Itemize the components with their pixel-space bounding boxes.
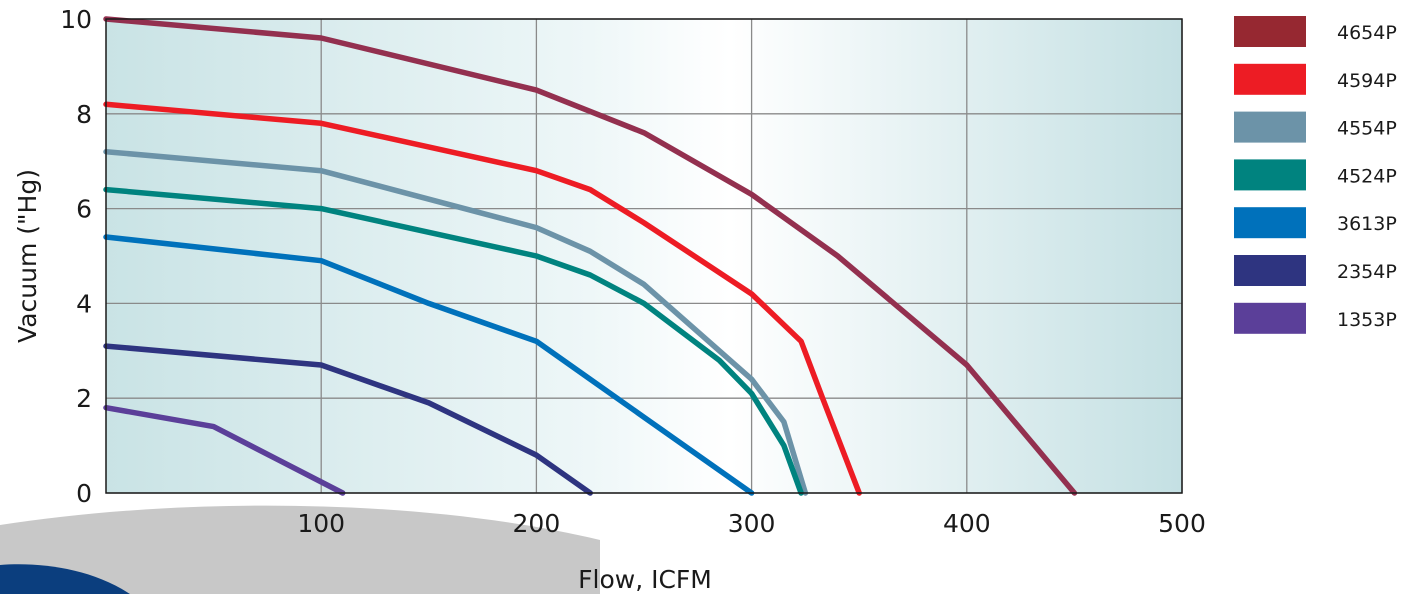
- legend-swatch-4524P: [1234, 159, 1306, 191]
- y-tick-label: 2: [76, 384, 92, 413]
- series-line-4554P: [103, 148, 809, 496]
- y-tick-label: 10: [60, 5, 92, 34]
- series-lines: [103, 16, 1078, 496]
- y-tick-label: 8: [76, 100, 92, 129]
- series-line-4524P: [103, 186, 804, 496]
- y-axis-ticks: 0 2 4 6 8 10: [60, 5, 92, 508]
- x-tick-label: 400: [943, 509, 991, 538]
- y-tick-label: 4: [76, 289, 92, 318]
- x-tick-label: 100: [297, 509, 345, 538]
- x-tick-label: 200: [513, 509, 561, 538]
- x-tick-label: 300: [728, 509, 776, 538]
- decorative-swoosh: [0, 505, 600, 594]
- legend-swatch-2354P: [1234, 255, 1306, 286]
- legend-swatch-4554P: [1234, 111, 1306, 143]
- legend-swatch-4594P: [1234, 63, 1306, 95]
- legend-label-3613P: 3613P: [1337, 213, 1397, 235]
- legend: 4654P 4594P 4554P 4524P 3613P 2354P 1353P: [1234, 16, 1397, 334]
- legend-label-4524P: 4524P: [1337, 165, 1397, 187]
- legend-label-4594P: 4594P: [1337, 70, 1397, 92]
- series-line-1353P: [103, 404, 346, 496]
- plot-frame: [105, 18, 1183, 494]
- y-tick-label: 0: [76, 479, 92, 508]
- legend-swatch-4654P: [1234, 16, 1306, 47]
- x-axis-ticks: 100 200 300 400 500: [297, 509, 1206, 538]
- series-line-4654P: [103, 16, 1078, 496]
- legend-label-2354P: 2354P: [1337, 261, 1397, 283]
- legend-swatch-1353P: [1234, 302, 1306, 334]
- series-line-4594P: [103, 101, 862, 496]
- legend-label-4554P: 4554P: [1337, 118, 1397, 140]
- legend-label-1353P: 1353P: [1337, 309, 1397, 331]
- x-tick-label: 500: [1158, 509, 1206, 538]
- y-axis-title: Vacuum ("Hg): [13, 169, 42, 343]
- series-line-3613P: [103, 234, 755, 496]
- series-line-2354P: [103, 343, 593, 496]
- legend-swatch-3613P: [1234, 207, 1306, 239]
- y-tick-label: 6: [76, 195, 92, 224]
- x-axis-title: Flow, ICFM: [578, 565, 712, 594]
- legend-label-4654P: 4654P: [1337, 22, 1397, 44]
